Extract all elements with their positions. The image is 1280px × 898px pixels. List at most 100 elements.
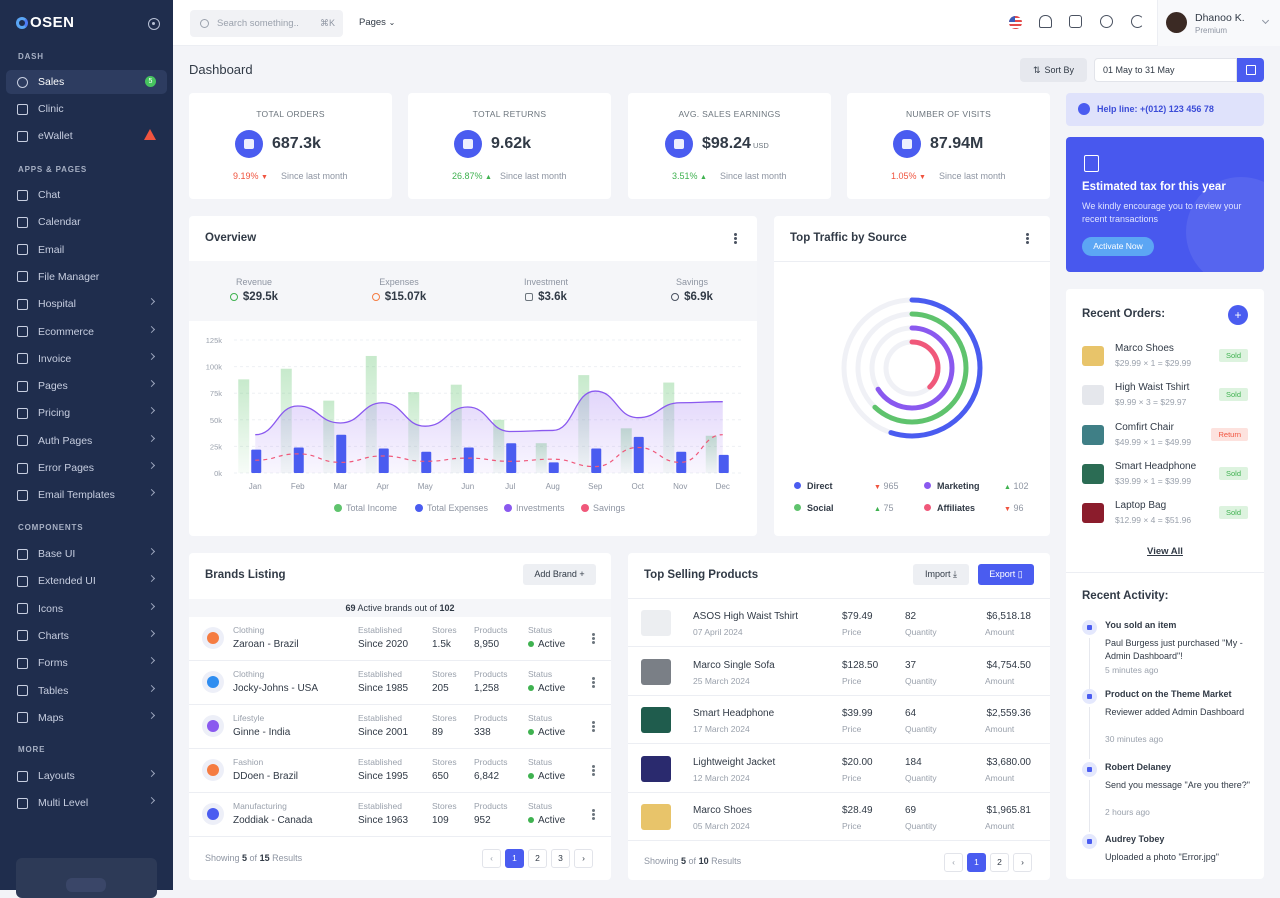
legend-total-income[interactable]: Total Income	[334, 503, 397, 513]
sidebar-item-error-pages[interactable]: Error Pages	[6, 456, 167, 480]
chevron-right-icon	[147, 352, 156, 360]
table-row[interactable]: Clothing Zaroan - Brazil Established Sin…	[189, 617, 611, 661]
row-menu-icon[interactable]	[592, 633, 595, 636]
pagination-page[interactable]: 1	[967, 853, 986, 872]
gear-icon[interactable]	[1100, 15, 1113, 28]
order-item[interactable]: Smart Headphone $39.99 × 1 = $39.99 Sold	[1082, 461, 1248, 491]
legend-total-expenses[interactable]: Total Expenses	[415, 503, 488, 513]
activity-item[interactable]: Robert Delaney Send you message "Are you…	[1082, 762, 1252, 832]
more-options-icon[interactable]	[734, 233, 737, 236]
row-menu-icon[interactable]	[592, 721, 595, 724]
table-row[interactable]: Lightweight Jacket 12 March 2024 $20.00 …	[628, 745, 1050, 793]
sidebar-item-sales[interactable]: Sales 5	[6, 70, 167, 94]
traffic-legend-social[interactable]: Social ▲ 75	[794, 503, 914, 513]
table-row[interactable]: Clothing Jocky-Johns - USA Established S…	[189, 661, 611, 705]
table-row[interactable]: ASOS High Waist Tshirt 07 April 2024 $79…	[628, 599, 1050, 647]
traffic-legend-marketing[interactable]: Marketing ▲ 102	[924, 481, 1044, 491]
sidebar-item-ecommerce[interactable]: Ecommerce	[6, 320, 167, 344]
pagination-page[interactable]: 3	[551, 849, 570, 868]
import-button[interactable]: Import ⤓	[913, 564, 969, 585]
sidebar-item-auth-pages[interactable]: Auth Pages	[6, 429, 167, 453]
table-row[interactable]: Marco Shoes 05 March 2024 $28.49 Price 6…	[628, 793, 1050, 841]
view-all-link[interactable]: View All	[1147, 546, 1183, 557]
sidebar-item-ewallet[interactable]: eWallet	[6, 124, 167, 148]
us-flag-icon[interactable]	[1009, 16, 1022, 29]
multi-level-icon	[17, 797, 28, 809]
legend-savings[interactable]: Savings	[581, 503, 625, 513]
table-row[interactable]: Lifestyle Ginne - India Established Sinc…	[189, 705, 611, 749]
stat-label: TOTAL RETURNS	[472, 109, 547, 119]
sidebar-item-base-ui[interactable]: Base UI	[6, 542, 167, 566]
more-options-icon[interactable]	[1026, 233, 1029, 236]
legend-investments[interactable]: Investments	[504, 503, 565, 513]
sidebar-item-extended-ui[interactable]: Extended UI	[6, 569, 167, 593]
sidebar-item-email[interactable]: Email	[6, 238, 167, 262]
table-row[interactable]: Manufacturing Zoddiak - Canada Establish…	[189, 793, 611, 837]
search-input[interactable]: Search something.. ⌘K	[190, 10, 343, 37]
activity-item[interactable]: Audrey Tobey Uploaded a photo "Error.jpg…	[1082, 834, 1252, 894]
sidebar-item-chat[interactable]: Chat	[6, 183, 167, 207]
sidebar-item-charts[interactable]: Charts	[6, 624, 167, 648]
legend-swatch	[581, 504, 589, 512]
traffic-legend-direct[interactable]: Direct ▼ 965	[794, 481, 914, 491]
activate-now-button[interactable]: Activate Now	[1082, 237, 1154, 256]
pagination-page[interactable]: 2	[990, 853, 1009, 872]
email-templates-icon	[17, 489, 28, 501]
chevron-right-icon: ›	[1021, 857, 1024, 867]
order-item[interactable]: Comfirt Chair $49.99 × 1 = $49.99 Return	[1082, 422, 1248, 452]
add-order-button[interactable]: +	[1228, 305, 1248, 325]
sidebar-item-pages[interactable]: Pages	[6, 374, 167, 398]
pagination-page[interactable]: 2	[528, 849, 547, 868]
sidebar-item-email-templates[interactable]: Email Templates	[6, 483, 167, 507]
pages-dropdown[interactable]: Pages ⌄	[359, 17, 396, 28]
sidebar-toggle-icon[interactable]	[148, 18, 160, 30]
email-icon	[17, 244, 28, 256]
row-menu-icon[interactable]	[592, 765, 595, 768]
expenses-bar	[676, 451, 687, 473]
product-thumbnail	[1082, 503, 1104, 524]
pagination-prev[interactable]: ‹	[482, 849, 501, 868]
table-row[interactable]: Smart Headphone 17 March 2024 $39.99 Pri…	[628, 696, 1050, 744]
order-item[interactable]: High Waist Tshirt $9.99 × 3 = $29.97 Sol…	[1082, 382, 1248, 412]
stat-change: 26.87% ▲	[452, 171, 492, 181]
bell-icon[interactable]	[1039, 15, 1052, 28]
row-menu-icon[interactable]	[592, 809, 595, 812]
sidebar-item-file-manager[interactable]: File Manager	[6, 265, 167, 289]
products-card: Top Selling Products Import ⤓ Export ▯ A…	[628, 553, 1050, 880]
sort-by-button[interactable]: ⇅ Sort By	[1020, 58, 1087, 82]
traffic-legend-affiliates[interactable]: Affiliates ▼ 96	[924, 503, 1044, 513]
pagination-next[interactable]: ›	[1013, 853, 1032, 872]
apps-grid-icon[interactable]	[1069, 15, 1082, 28]
sidebar-item-invoice[interactable]: Invoice	[6, 347, 167, 371]
pagination-page[interactable]: 1	[505, 849, 524, 868]
sidebar-item-calendar[interactable]: Calendar	[6, 210, 167, 234]
export-button[interactable]: Export ▯	[978, 564, 1034, 585]
order-item[interactable]: Laptop Bag $12.99 × 4 = $51.96 Sold	[1082, 500, 1248, 530]
pagination-next[interactable]: ›	[574, 849, 593, 868]
pagination-prev[interactable]: ‹	[944, 853, 963, 872]
sidebar-item-hospital[interactable]: Hospital	[6, 292, 167, 316]
sidebar-item-tables[interactable]: Tables	[6, 679, 167, 703]
activity-item[interactable]: You sold an item Paul Burgess just purch…	[1082, 620, 1252, 690]
sidebar-item-layouts[interactable]: Layouts	[6, 764, 167, 788]
table-row[interactable]: Fashion DDoen - Brazil Established Since…	[189, 749, 611, 793]
sidebar-item-maps[interactable]: Maps	[6, 706, 167, 730]
brand-logo[interactable]: OSEN	[16, 14, 75, 31]
row-menu-icon[interactable]	[592, 677, 595, 680]
sidebar-item-forms[interactable]: Forms	[6, 651, 167, 675]
activity-item[interactable]: Product on the Theme Market Reviewer add…	[1082, 689, 1252, 759]
sidebar-item-pricing[interactable]: Pricing	[6, 401, 167, 425]
sidebar-item-clinic[interactable]: Clinic	[6, 97, 167, 121]
moon-icon[interactable]	[1131, 15, 1144, 28]
add-brand-button[interactable]: Add Brand +	[523, 564, 596, 585]
calendar-button[interactable]	[1237, 58, 1264, 82]
order-item[interactable]: Marco Shoes $29.99 × 1 = $29.99 Sold	[1082, 343, 1248, 373]
stat-icon	[454, 130, 482, 158]
date-range-input[interactable]: 01 May to 31 May	[1094, 58, 1237, 82]
expenses-bar	[506, 443, 517, 473]
help-line-banner[interactable]: Help line: +(012) 123 456 78	[1066, 93, 1264, 126]
user-menu[interactable]: Dhanoo K. Premium	[1157, 0, 1280, 46]
table-row[interactable]: Marco Single Sofa 25 March 2024 $128.50 …	[628, 648, 1050, 696]
sidebar-item-icons[interactable]: Icons	[6, 597, 167, 621]
sidebar-item-multi-level[interactable]: Multi Level	[6, 791, 167, 815]
